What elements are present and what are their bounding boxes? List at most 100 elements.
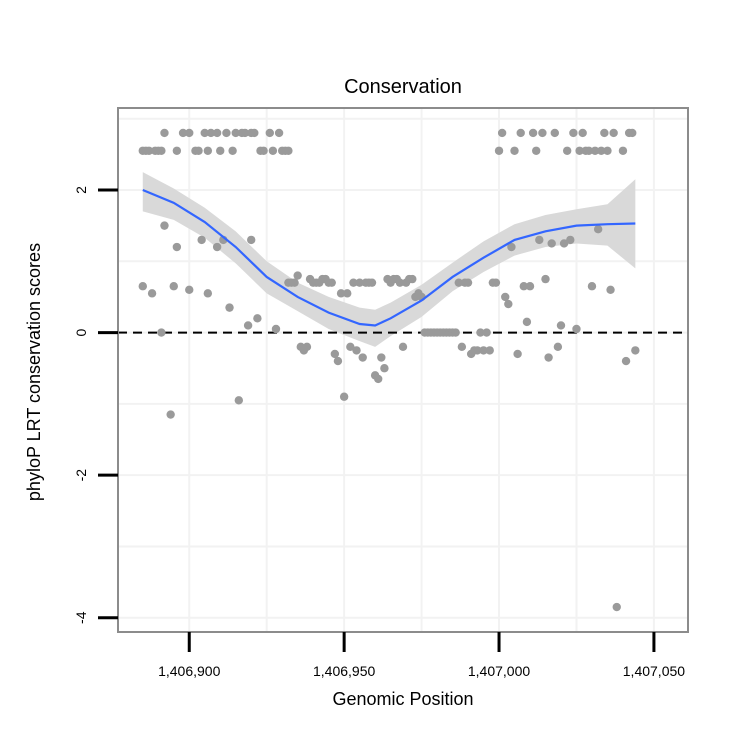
data-point-113 [479, 346, 488, 355]
data-point-52 [290, 278, 299, 287]
data-point-72 [352, 346, 361, 355]
data-point-70 [346, 342, 355, 352]
data-point-46 [243, 321, 253, 330]
data-point-47 [247, 235, 256, 245]
y-axis-label: phyloP LRT conservation scores [24, 243, 44, 501]
data-point-68 [339, 392, 349, 401]
data-point-139 [559, 239, 569, 248]
data-point-154 [606, 285, 615, 294]
data-point-20 [240, 128, 250, 138]
data-point-13 [206, 128, 216, 138]
data-point-31 [138, 282, 147, 291]
data-point-18 [231, 128, 240, 138]
data-point-30 [284, 146, 293, 155]
data-point-148 [587, 282, 597, 291]
data-point-37 [169, 282, 178, 291]
data-point-156 [612, 602, 621, 612]
data-point-11 [200, 128, 209, 138]
data-point-81 [380, 364, 389, 373]
data-point-157 [618, 146, 628, 155]
data-point-26 [268, 146, 278, 155]
data-point-115 [485, 346, 494, 355]
data-point-15 [216, 146, 225, 155]
data-point-67 [336, 289, 346, 298]
data-point-34 [157, 328, 166, 337]
data-point-130 [532, 146, 541, 155]
data-point-27 [274, 128, 284, 138]
confidence-ribbon [142, 172, 636, 347]
data-point-123 [510, 146, 519, 155]
data-point-111 [473, 346, 482, 355]
data-point-129 [528, 128, 538, 138]
data-point-33 [154, 146, 163, 155]
data-point-86 [395, 278, 405, 287]
data-point-105 [454, 278, 463, 287]
x-tick-label-3: 1,407,050 [623, 663, 685, 679]
data-point-80 [377, 353, 386, 362]
data-point-125 [516, 128, 525, 138]
data-point-6 [172, 146, 182, 155]
data-point-137 [553, 342, 563, 352]
data-point-118 [494, 146, 504, 155]
data-point-142 [569, 128, 578, 138]
data-point-158 [621, 356, 631, 366]
data-point-7 [178, 128, 188, 138]
data-point-35 [160, 221, 169, 230]
data-point-77 [367, 278, 377, 287]
data-point-108 [463, 278, 473, 287]
data-point-160 [628, 128, 637, 138]
data-point-127 [522, 317, 532, 327]
data-point-73 [355, 278, 364, 287]
data-point-132 [538, 128, 547, 138]
data-point-64 [327, 278, 336, 287]
data-point-40 [197, 235, 206, 245]
data-point-25 [265, 128, 274, 138]
data-point-128 [525, 282, 535, 291]
data-point-126 [519, 282, 529, 291]
data-point-152 [600, 128, 609, 138]
data-point-143 [572, 324, 581, 334]
data-point-32 [147, 289, 157, 298]
data-point-5 [160, 128, 169, 138]
data-point-8 [185, 128, 194, 138]
data-point-39 [185, 285, 194, 294]
data-point-140 [562, 146, 572, 155]
x-tick-label-2: 1,407,000 [468, 663, 530, 679]
data-point-79 [374, 374, 383, 384]
y-tick-label-2: -2 [73, 469, 89, 482]
data-point-41 [203, 289, 213, 298]
data-point-38 [172, 242, 182, 252]
data-point-65 [330, 349, 340, 359]
smooth-line-group [142, 188, 636, 327]
smooth-fit-line [142, 188, 636, 327]
data-point-119 [497, 128, 507, 138]
data-point-149 [590, 146, 600, 155]
data-point-14 [212, 128, 222, 138]
data-point-151 [597, 146, 606, 155]
axes: 1,406,900 1,406,950 1,407,000 1,407,050 2 0 -2… [73, 186, 685, 679]
y-tick-label-0: 2 [73, 186, 89, 194]
data-point-22 [250, 128, 259, 138]
grid-lines [118, 108, 688, 632]
data-point-104 [451, 328, 460, 337]
data-point-153 [603, 146, 612, 155]
data-point-87 [398, 342, 408, 352]
data-point-135 [547, 239, 556, 248]
data-point-141 [566, 235, 575, 245]
chart-title: Conservation [344, 76, 462, 98]
data-point-69 [343, 289, 352, 298]
data-point-138 [556, 321, 566, 330]
data-point-53 [293, 271, 302, 280]
x-tick-label-1: 1,406,950 [313, 663, 375, 679]
data-point-144 [575, 146, 584, 155]
data-point-124 [513, 349, 522, 359]
data-point-120 [501, 292, 510, 302]
data-point-133 [541, 274, 550, 284]
data-point-122 [507, 242, 516, 252]
data-point-48 [253, 314, 262, 323]
data-point-36 [166, 410, 175, 419]
confidence-ribbon-group [142, 172, 636, 347]
x-axis-label: Genomic Position [332, 689, 473, 709]
